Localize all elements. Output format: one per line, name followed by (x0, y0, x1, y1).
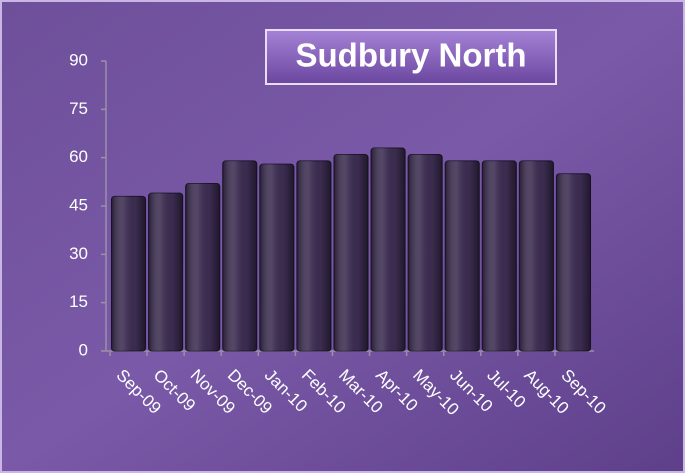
bar (518, 160, 554, 352)
bar (148, 192, 184, 352)
y-tick-label: 90 (69, 50, 88, 69)
bar (296, 160, 332, 352)
bar (222, 160, 258, 352)
y-tick-label: 75 (69, 99, 88, 118)
bar (407, 153, 443, 352)
bar (259, 163, 295, 352)
bar (555, 173, 592, 352)
y-tick-label: 45 (69, 195, 88, 214)
bar (185, 182, 221, 352)
bar (370, 147, 406, 352)
y-tick-label: 60 (69, 147, 88, 166)
bar (444, 160, 480, 352)
y-tick-label: 15 (69, 292, 88, 311)
y-tick-label: 0 (79, 340, 88, 359)
bar (481, 160, 517, 352)
bar (333, 153, 369, 352)
y-tick-label: 30 (69, 244, 88, 263)
chart-title: Sudbury North (296, 37, 527, 74)
title-box (265, 29, 557, 85)
bar (110, 195, 147, 352)
